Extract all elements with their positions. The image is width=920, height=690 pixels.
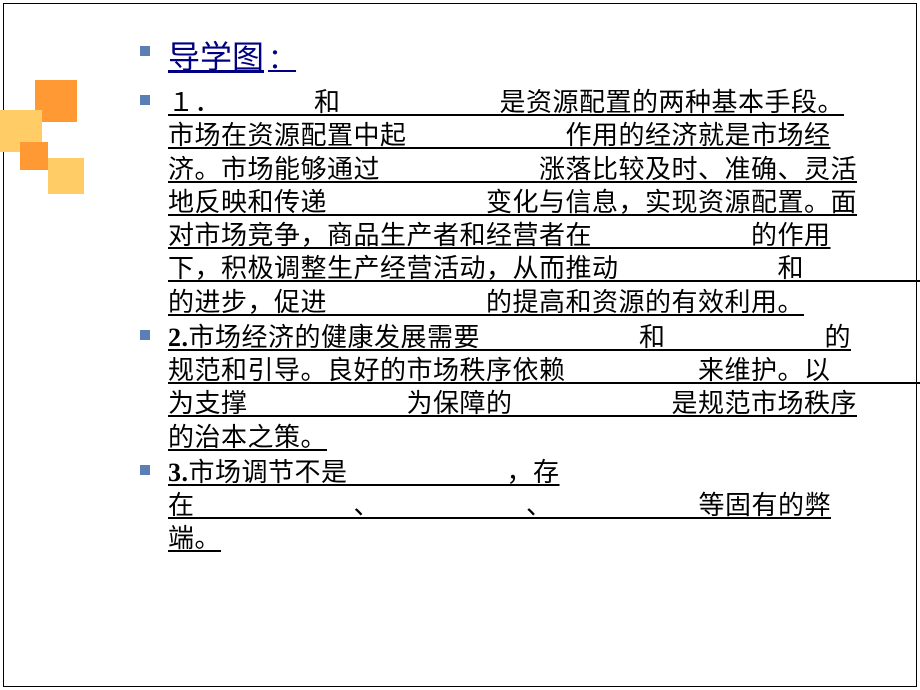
bullet-icon <box>140 95 150 105</box>
corner-decoration <box>0 80 80 210</box>
bullet-icon <box>140 330 150 340</box>
heading-row: 导学图： <box>140 32 860 78</box>
list-item-2: 2.市场经济的健康发展需要 和 的规范和引导。良好的市场秩序依赖 来维护。以 为… <box>140 321 860 454</box>
item-2-text: 2.市场经济的健康发展需要 和 的规范和引导。良好的市场秩序依赖 来维护。以 为… <box>168 321 860 454</box>
heading-text: 导学图： <box>168 32 296 78</box>
bullet-icon <box>140 46 150 56</box>
bullet-icon <box>140 465 150 475</box>
slide-content: 导学图： １． 和 是资源配置的两种基本手段。市场在资源配置中起 作用的经济就是… <box>0 0 920 578</box>
item-1-text: １． 和 是资源配置的两种基本手段。市场在资源配置中起 作用的经济就是市场经济。… <box>168 86 860 319</box>
list-item-1: １． 和 是资源配置的两种基本手段。市场在资源配置中起 作用的经济就是市场经济。… <box>140 86 860 319</box>
deco-square-3 <box>20 142 48 170</box>
item-3-text: 3.市场调节不是 ，存在 、 、 等固有的弊端。 <box>168 456 860 556</box>
list-item-3: 3.市场调节不是 ，存在 、 、 等固有的弊端。 <box>140 456 860 556</box>
deco-square-4 <box>48 158 84 194</box>
